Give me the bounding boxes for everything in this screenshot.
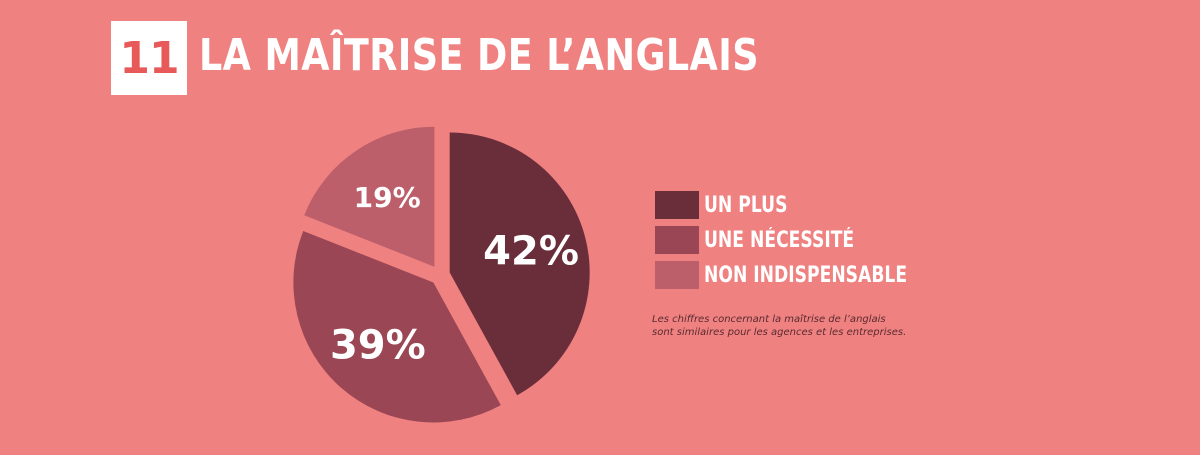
legend-item-non-indispensable: NON INDISPENSABLE [655, 260, 964, 290]
legend-swatch [655, 261, 699, 289]
pie-slice-label-2: 19% [354, 181, 421, 214]
legend-swatch [655, 191, 699, 219]
legend-label: UN PLUS [704, 192, 788, 218]
section-number: 11 [119, 32, 179, 84]
footnote-line-2: sont similaires pour les agences et les … [652, 327, 907, 338]
legend-item-une-necessite: UNE NÉCESSITÉ [655, 225, 964, 255]
legend-swatch [655, 226, 699, 254]
footnote-line-1: Les chiffres concernant la maîtrise de l… [652, 314, 886, 325]
legend: UN PLUS UNE NÉCESSITÉ NON INDISPENSABLE [655, 190, 964, 295]
footnote: Les chiffres concernant la maîtrise de l… [652, 313, 906, 339]
pie-slice-1 [293, 230, 501, 423]
section-number-box: 11 [111, 21, 187, 95]
pie-slice-label-1: 39% [330, 323, 426, 369]
legend-label: NON INDISPENSABLE [704, 262, 908, 288]
pie-slice-label-0: 42% [483, 229, 579, 275]
page-title: LA MAÎTRISE DE L’ANGLAIS [199, 30, 759, 81]
legend-item-un-plus: UN PLUS [655, 190, 964, 220]
legend-label: UNE NÉCESSITÉ [704, 227, 855, 253]
pie-slice-2 [304, 126, 435, 267]
pie-slice-0 [449, 132, 590, 396]
